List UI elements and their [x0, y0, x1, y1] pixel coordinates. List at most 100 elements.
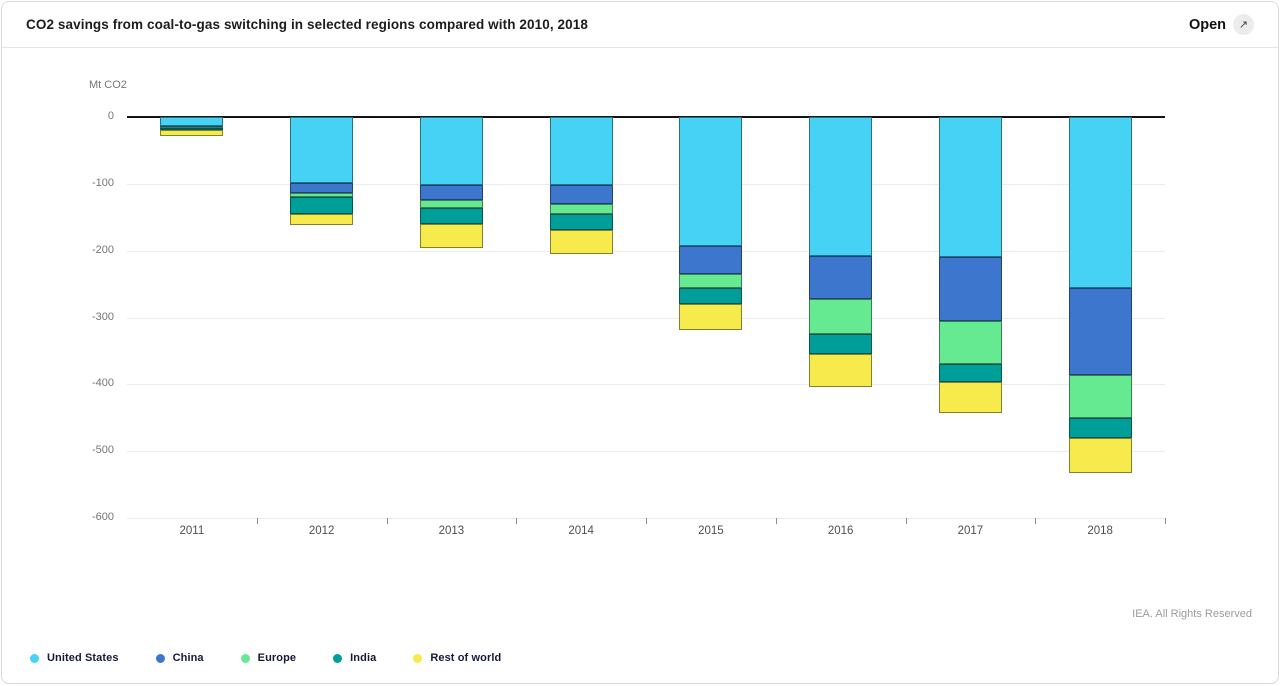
bar-segment-2018-united-states[interactable] — [1068, 117, 1132, 289]
bar-2015 — [679, 117, 743, 518]
bar-segment-2017-india[interactable] — [938, 363, 1002, 383]
open-external-icon[interactable]: ↗ — [1233, 14, 1254, 35]
y-axis-tick-label: -100 — [91, 176, 114, 189]
chart-header: CO2 savings from coal-to-gas switching i… — [2, 2, 1278, 48]
chart-title: CO2 savings from coal-to-gas switching i… — [26, 17, 588, 32]
bar-2013 — [419, 117, 483, 518]
x-axis-tick-mark — [646, 518, 647, 524]
x-axis-tick-mark — [256, 518, 258, 524]
legend-label: United States — [47, 652, 119, 664]
bar-segment-2013-india[interactable] — [419, 207, 483, 224]
bar-segment-2011-india[interactable] — [160, 128, 224, 131]
bar-segment-2015-europe[interactable] — [679, 274, 743, 289]
bar-segment-2015-rest-of-world[interactable] — [679, 304, 743, 331]
legend-item-united-states[interactable]: United States — [30, 652, 119, 664]
y-axis-tick-label: 0 — [107, 110, 114, 122]
bar-segment-2017-europe[interactable] — [938, 320, 1002, 364]
x-axis-tick-label: 2011 — [179, 525, 205, 537]
y-axis-tick-label: -500 — [91, 444, 114, 457]
bar-segment-2014-rest-of-world[interactable] — [549, 229, 613, 254]
bar-segment-2016-united-states[interactable] — [809, 117, 873, 256]
x-axis-tick-label: 2018 — [1087, 525, 1113, 537]
bar-segment-2011-united-states[interactable] — [160, 117, 224, 126]
legend-item-rest-of-world[interactable]: Rest of world — [413, 652, 501, 664]
bar-2011 — [160, 117, 224, 518]
x-axis-tick-label: 2013 — [438, 525, 465, 537]
gridline — [127, 451, 1165, 453]
x-axis-tick-label: 2017 — [957, 525, 984, 537]
x-axis-tick-mark — [386, 518, 388, 524]
bar-segment-2013-china[interactable] — [419, 185, 483, 200]
bar-2012 — [290, 117, 354, 518]
open-button[interactable]: Open ↗ — [1189, 14, 1254, 35]
legend-label: Europe — [257, 652, 297, 664]
y-axis-tick-label: -400 — [91, 377, 114, 390]
legend-label: Rest of world — [430, 652, 502, 664]
bar-segment-2017-rest-of-world[interactable] — [938, 382, 1002, 414]
y-axis-tick-label: -600 — [91, 511, 114, 523]
bar-2014 — [549, 117, 613, 518]
y-axis-unit-label: Mt CO2 — [89, 79, 127, 91]
open-button-label: Open — [1188, 16, 1226, 33]
plot-area — [127, 116, 1166, 524]
legend-label: India — [350, 652, 377, 664]
x-axis-tick-mark — [775, 518, 777, 524]
bar-segment-2014-india[interactable] — [549, 213, 613, 230]
bar-segment-2018-europe[interactable] — [1068, 374, 1132, 418]
bar-segment-2012-india[interactable] — [290, 197, 354, 214]
y-axis-tick-label: -200 — [91, 243, 114, 256]
bar-segment-2015-india[interactable] — [679, 288, 743, 305]
bar-segment-2016-china[interactable] — [809, 256, 873, 299]
bar-segment-2014-china[interactable] — [549, 185, 613, 204]
gridline — [127, 317, 1165, 319]
bar-segment-2015-united-states[interactable] — [679, 117, 743, 246]
legend-dot-icon — [155, 653, 165, 663]
gridline — [127, 183, 1165, 185]
bar-segment-2018-china[interactable] — [1068, 288, 1132, 375]
bar-segment-2016-europe[interactable] — [809, 298, 873, 334]
attribution-text: IEA. All Rights Reserved — [1132, 608, 1252, 620]
bar-segment-2012-rest-of-world[interactable] — [290, 213, 354, 225]
x-axis-tick-mark — [516, 518, 518, 524]
bar-segment-2013-europe[interactable] — [419, 199, 483, 208]
x-axis-tick-label: 2016 — [827, 525, 854, 537]
bar-segment-2016-rest-of-world[interactable] — [809, 354, 873, 387]
legend-item-europe[interactable]: Europe — [240, 652, 297, 664]
gridline — [127, 250, 1165, 252]
x-axis-tick-mark — [1035, 518, 1037, 524]
legend-dot-icon — [413, 653, 423, 663]
bar-segment-2013-united-states[interactable] — [419, 117, 483, 186]
legend-dot-icon — [30, 653, 39, 663]
bar-segment-2012-europe[interactable] — [290, 193, 354, 198]
bar-segment-2017-china[interactable] — [938, 256, 1002, 321]
bar-segment-2014-united-states[interactable] — [549, 117, 613, 186]
legend-dot-icon — [333, 653, 343, 663]
bar-segment-2017-united-states[interactable] — [938, 117, 1002, 257]
bar-segment-2018-india[interactable] — [1068, 417, 1132, 438]
x-axis-tick-mark — [1165, 518, 1166, 524]
legend-item-india[interactable]: India — [333, 652, 376, 664]
x-axis-tick-label: 2015 — [698, 525, 724, 537]
y-axis-tick-labels: 0 -100 -200 -300 -400 -500 -600 — [60, 110, 114, 523]
bar-segment-2012-china[interactable] — [290, 183, 354, 194]
bar-2016 — [809, 117, 873, 518]
bar-segment-2018-rest-of-world[interactable] — [1068, 437, 1132, 473]
y-axis-tick-label: -300 — [91, 310, 114, 323]
bar-2018 — [1068, 117, 1132, 518]
gridline — [127, 384, 1165, 386]
legend-dot-icon — [240, 653, 250, 663]
bar-segment-2013-rest-of-world[interactable] — [419, 223, 483, 248]
legend-item-china[interactable]: China — [155, 652, 204, 664]
bar-segment-2015-china[interactable] — [679, 245, 743, 275]
zero-axis-line — [127, 116, 1165, 118]
bar-segment-2016-india[interactable] — [809, 333, 873, 355]
bar-segment-2012-united-states[interactable] — [290, 117, 354, 184]
bar-2017 — [938, 117, 1002, 518]
x-axis-tick-mark — [905, 518, 907, 524]
x-axis-tick-labels: 2011 2012 2013 2014 2015 2016 2017 2018 — [127, 525, 1165, 541]
bar-segment-2011-rest-of-world[interactable] — [160, 130, 224, 136]
x-axis-tick-label: 2012 — [308, 525, 335, 537]
legend-label: China — [172, 652, 204, 664]
bar-segment-2014-europe[interactable] — [549, 203, 613, 214]
